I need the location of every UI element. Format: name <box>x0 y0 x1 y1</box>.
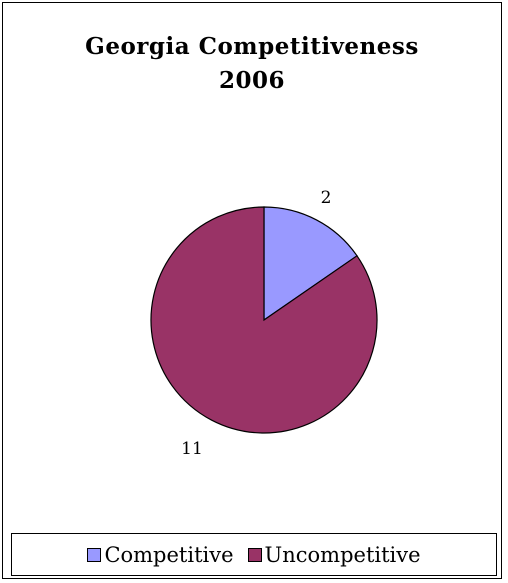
chart-title-line-1: Georgia Competitiveness <box>85 33 419 60</box>
legend-swatch-uncompetitive <box>247 547 262 562</box>
legend-swatch-competitive <box>87 547 102 562</box>
chart-frame: Georgia Competitiveness 2006 Competitive… <box>2 2 502 579</box>
data-label-competitive: 2 <box>321 188 332 208</box>
pie-slice-uncompetitive <box>150 206 378 434</box>
legend-label-uncompetitive: Uncompetitive <box>264 542 421 567</box>
chart-legend: Competitive Uncompetitive <box>11 533 497 576</box>
data-label-uncompetitive: 11 <box>181 439 203 459</box>
legend-label-competitive: Competitive <box>104 542 234 567</box>
legend-entry-competitive: Competitive <box>87 542 234 567</box>
pie-slice-competitive <box>263 206 358 322</box>
chart-title-line-2: 2006 <box>218 67 285 94</box>
legend-entry-uncompetitive: Uncompetitive <box>247 542 421 567</box>
